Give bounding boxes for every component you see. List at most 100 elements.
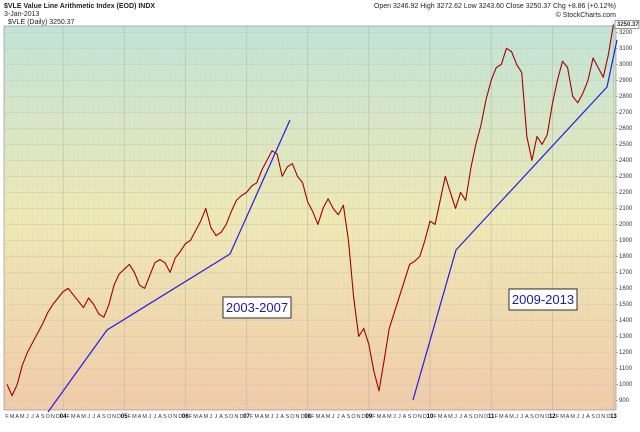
y-tick-label: 2300 xyxy=(619,174,633,180)
y-tick-label: 2700 xyxy=(619,110,633,116)
chart-title: $VLE Value Line Arithmetic Index (EOD) I… xyxy=(4,3,155,10)
x-tick-label: 13 xyxy=(610,414,617,420)
x-tick-label: 04 xyxy=(60,414,67,420)
x-tick-label: S xyxy=(591,414,595,420)
y-tick-label: 1500 xyxy=(619,302,633,308)
x-tick-label: M xyxy=(71,414,76,420)
x-tick-label: A xyxy=(525,414,529,420)
last-price-box xyxy=(614,20,640,29)
x-tick-label: F xyxy=(433,414,437,420)
x-tick-label: J xyxy=(459,414,462,420)
y-tick-label: 1700 xyxy=(619,270,633,276)
y-tick-label: 2500 xyxy=(619,142,633,148)
x-tick-label: D xyxy=(56,414,60,420)
x-tick-label: 06 xyxy=(182,414,189,420)
annotation-box xyxy=(508,288,578,311)
y-tick-label: 2000 xyxy=(619,222,633,228)
quote: Open 3246.92 High 3272.62 Low 3243.60 Cl… xyxy=(374,3,616,10)
x-tick-label: O xyxy=(168,414,173,420)
x-tick-label: A xyxy=(342,414,346,420)
chart-date: 3-Jan-2013 xyxy=(4,11,40,18)
y-tick-label: 1300 xyxy=(619,334,633,340)
y-tick-label: 1200 xyxy=(619,350,633,356)
y-tick-label: 3000 xyxy=(619,62,633,68)
x-tick-label: A xyxy=(97,414,101,420)
y-tick-label: 1800 xyxy=(619,254,633,260)
y-tick-label: 1000 xyxy=(619,382,633,388)
y-tick-label: 2200 xyxy=(619,190,633,196)
x-tick-label: M xyxy=(377,414,382,420)
x-tick-label: M xyxy=(10,414,15,420)
x-tick-label: 05 xyxy=(121,414,128,420)
x-tick-label: M xyxy=(132,414,137,420)
x-tick-label: M xyxy=(20,414,25,420)
y-tick-label: 2400 xyxy=(619,158,633,164)
x-tick-label: M xyxy=(193,414,198,420)
x-tick-label: A xyxy=(138,414,142,420)
x-tick-label: D xyxy=(484,414,488,420)
x-tick-label: D xyxy=(117,414,121,420)
marks xyxy=(6,24,614,397)
x-tick-label: S xyxy=(347,414,351,420)
x-tick-label: S xyxy=(102,414,106,420)
y-tick-label: 2600 xyxy=(619,126,633,132)
x-tick-label: 11 xyxy=(488,414,495,420)
legend-label: $VLE (Daily) 3250.37 xyxy=(8,19,75,26)
x-tick-label: 10 xyxy=(427,414,434,420)
annotation: 2009-2013 xyxy=(512,292,574,307)
x-tick-label: F xyxy=(5,414,9,420)
x-tick-label: N xyxy=(234,414,238,420)
x-tick-label: A xyxy=(219,414,223,420)
x-tick-label: J xyxy=(148,414,151,420)
trend-line xyxy=(47,119,291,413)
y-tick-label: 2100 xyxy=(619,206,633,212)
x-tick-label: J xyxy=(276,414,279,420)
x-tick-label: M xyxy=(203,414,208,420)
x-tick-label: S xyxy=(163,414,167,420)
x-tick-label: D xyxy=(178,414,182,420)
x-tick-label: J xyxy=(332,414,335,420)
x-tick-label: M xyxy=(265,414,270,420)
x-tick-label: J xyxy=(454,414,457,420)
x-tick-label: F xyxy=(556,414,560,420)
x-tick-label: A xyxy=(443,414,447,420)
x-tick-label: N xyxy=(296,414,300,420)
y-tick-label: 2900 xyxy=(619,78,633,84)
x-tick-label: J xyxy=(582,414,585,420)
x-tick-label: M xyxy=(509,414,514,420)
x-tick-label: N xyxy=(540,414,544,420)
y-tick-label: 3200 xyxy=(619,30,633,36)
x-tick-label: F xyxy=(189,414,193,420)
x-tick-label: J xyxy=(337,414,340,420)
x-tick-label: A xyxy=(586,414,590,420)
x-tick-label: F xyxy=(311,414,315,420)
x-tick-label: O xyxy=(290,414,295,420)
x-tick-label: M xyxy=(570,414,575,420)
x-tick-label: A xyxy=(321,414,325,420)
x-tick-label: J xyxy=(215,414,218,420)
x-tick-label: A xyxy=(464,414,468,420)
last-price-label: 3250.37 xyxy=(617,22,639,28)
x-tick-label: A xyxy=(77,414,81,420)
x-tick-label: O xyxy=(474,414,479,420)
x-tick-label: S xyxy=(408,414,412,420)
x-tick-label: D xyxy=(239,414,243,420)
y-tick-label: 1900 xyxy=(619,238,633,244)
x-tick-label: S xyxy=(530,414,534,420)
x-tick-label: D xyxy=(545,414,549,420)
x-tick-label: 09 xyxy=(366,414,373,420)
x-tick-label: A xyxy=(36,414,40,420)
x-tick-label: A xyxy=(403,414,407,420)
x-tick-label: N xyxy=(479,414,483,420)
x-tick-label: S xyxy=(469,414,473,420)
y-tick-label: 1600 xyxy=(619,286,633,292)
x-tick-label: 08 xyxy=(304,414,311,420)
x-tick-label: A xyxy=(15,414,19,420)
x-tick-label: O xyxy=(413,414,418,420)
x-tick-label: S xyxy=(285,414,289,420)
x-tick-label: M xyxy=(448,414,453,420)
x-tick-label: M xyxy=(142,414,147,420)
x-tick-label: O xyxy=(107,414,112,420)
x-tick-label: M xyxy=(81,414,86,420)
